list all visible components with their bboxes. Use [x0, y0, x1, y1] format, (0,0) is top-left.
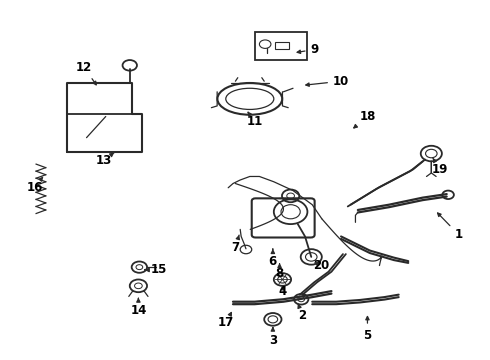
Text: 20: 20 [313, 259, 329, 272]
Text: 12: 12 [76, 60, 96, 85]
Text: 14: 14 [130, 298, 147, 317]
Text: 15: 15 [145, 264, 167, 276]
Text: 1: 1 [438, 213, 463, 241]
Text: 13: 13 [95, 153, 114, 167]
Text: 19: 19 [431, 158, 448, 176]
Text: 4: 4 [278, 285, 287, 298]
Bar [275, 42, 289, 49]
Text: 8: 8 [275, 264, 284, 280]
Text: 9: 9 [297, 43, 319, 56]
Text: 17: 17 [218, 312, 234, 329]
Text: 11: 11 [246, 112, 263, 128]
Bar [255, 32, 307, 60]
Text: 3: 3 [269, 328, 277, 347]
Text: 6: 6 [269, 249, 277, 267]
Text: 16: 16 [26, 177, 43, 194]
Text: 5: 5 [363, 316, 371, 342]
Text: 2: 2 [298, 304, 307, 322]
Text: 7: 7 [231, 235, 240, 253]
Text: 10: 10 [306, 75, 349, 88]
Text: 18: 18 [354, 110, 376, 128]
